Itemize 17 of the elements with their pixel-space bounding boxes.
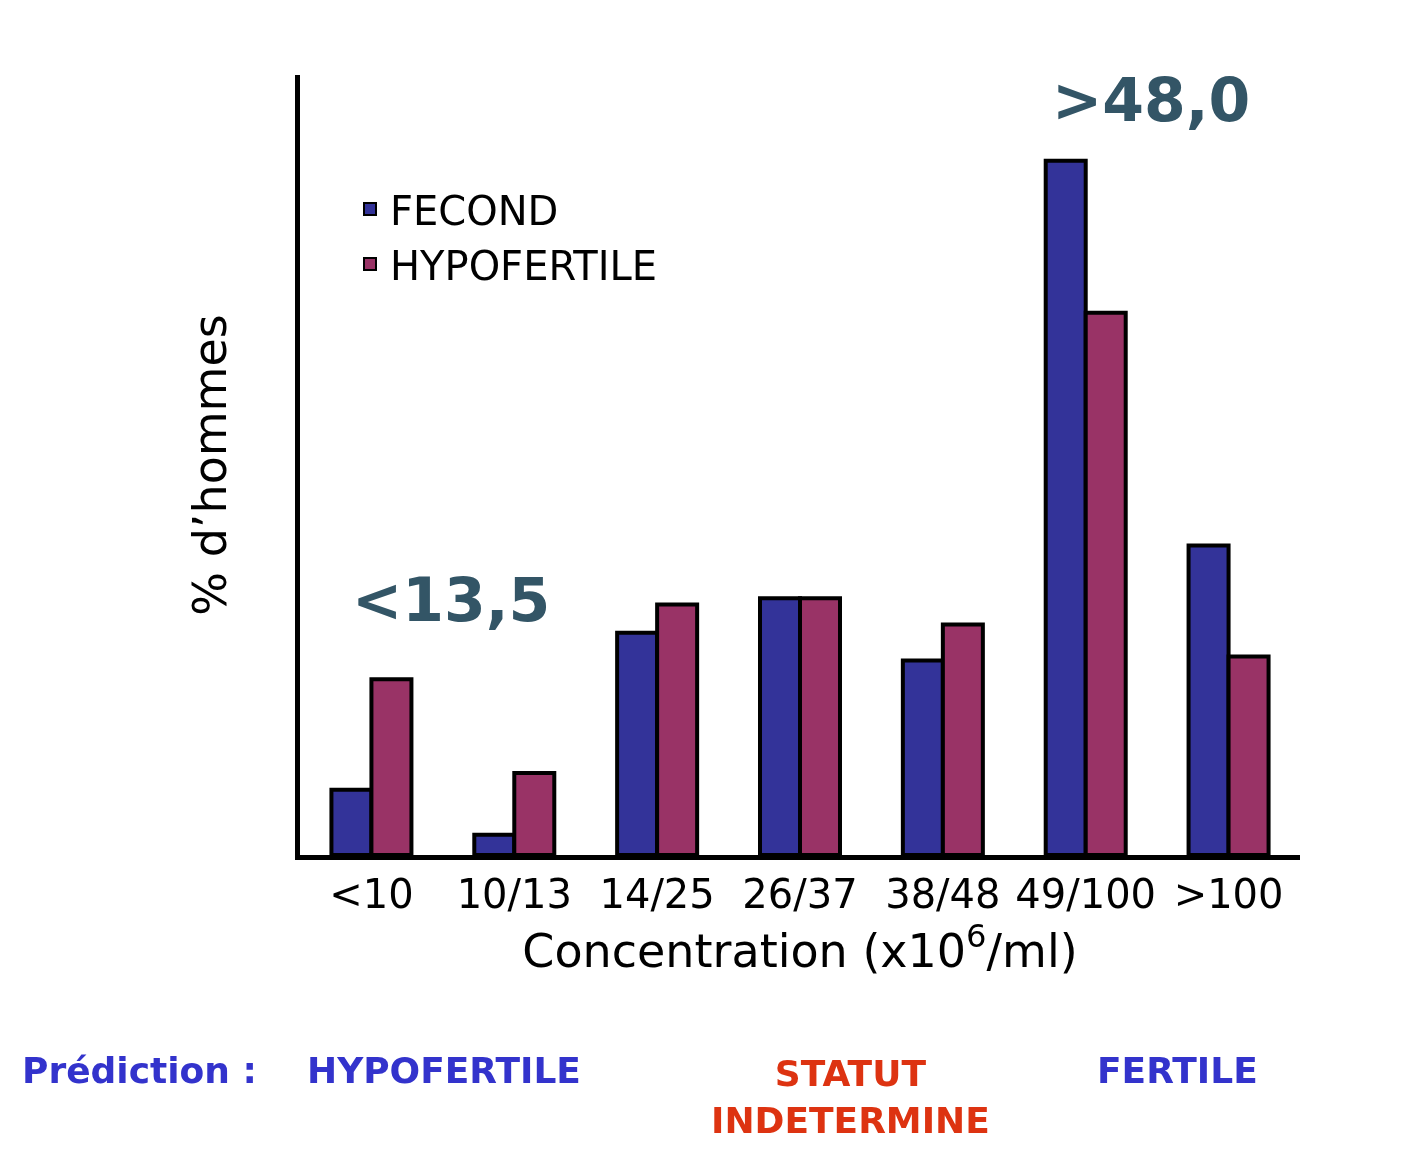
y-axis-title: % d’hommes [183, 314, 238, 616]
x-tick-label: 38/48 [885, 871, 1001, 917]
x-tick-label: 49/100 [1015, 871, 1157, 917]
legend-label: FECOND [390, 187, 559, 234]
text: Prédiction : [22, 1050, 257, 1091]
x-tick-label: 14/25 [599, 871, 715, 917]
text: >48,0 [1052, 65, 1251, 135]
x-tick-label: <10 [329, 871, 414, 917]
x-axis-title: Concentration (x10$^{6}$/ml) [522, 917, 1078, 978]
text: FERTILE [1097, 1050, 1258, 1091]
x-tick-label: 26/37 [742, 871, 858, 917]
text: STATUT INDETERMINE [711, 1053, 990, 1141]
x-tick-label: >100 [1173, 871, 1284, 917]
legend-label: HYPOFERTILE [390, 242, 658, 289]
text: HYPOFERTILE [307, 1050, 581, 1091]
annotation: <13,5 [352, 565, 551, 635]
x-tick-label: 10/13 [456, 871, 572, 917]
